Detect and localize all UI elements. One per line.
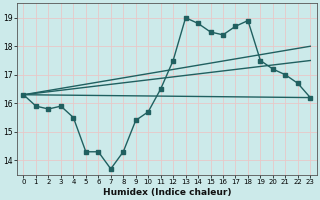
X-axis label: Humidex (Indice chaleur): Humidex (Indice chaleur) — [103, 188, 231, 197]
